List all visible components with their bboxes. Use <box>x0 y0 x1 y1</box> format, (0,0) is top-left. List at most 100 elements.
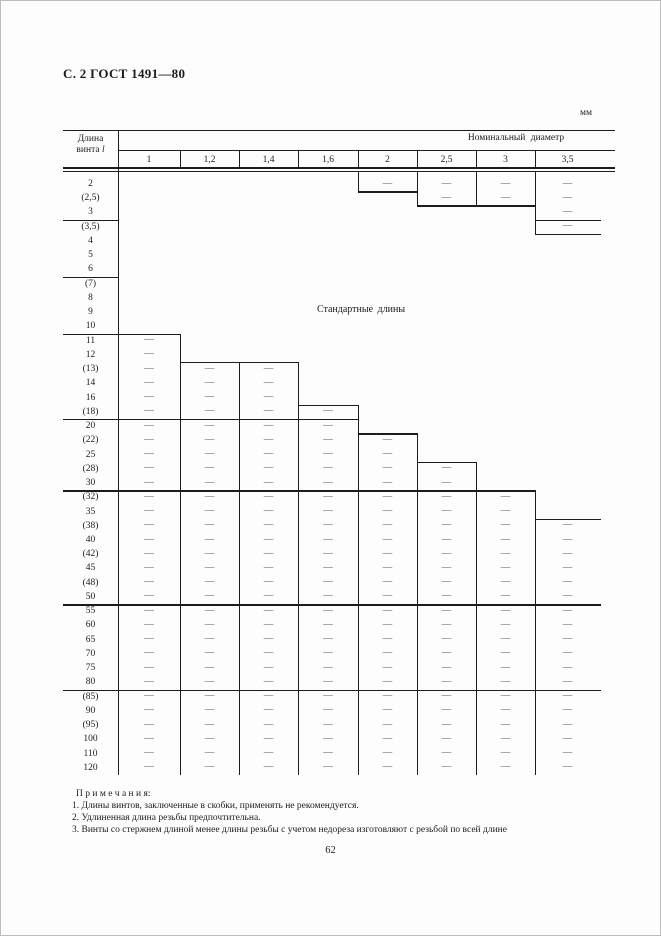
availability-dash: — <box>382 434 393 445</box>
header-column-divider <box>535 150 537 168</box>
availability-dash: — <box>500 548 511 559</box>
availability-dash: — <box>204 605 215 616</box>
row-length-label: (38) <box>82 520 99 531</box>
availability-dash: — <box>204 392 215 403</box>
group-separator <box>63 419 118 421</box>
availability-dash: — <box>500 192 511 203</box>
availability-dash: — <box>562 548 573 559</box>
availability-dash: — <box>144 363 154 374</box>
length-header-line2: винта l <box>76 145 105 155</box>
availability-dash: — <box>204 733 215 744</box>
availability-dash: — <box>204 534 215 545</box>
availability-dash: — <box>204 477 215 488</box>
cell-border-h <box>535 518 602 521</box>
availability-dash: — <box>441 705 452 716</box>
availability-dash: — <box>144 463 154 474</box>
availability-dash: — <box>204 434 215 445</box>
availability-dash: — <box>144 648 154 659</box>
availability-dash: — <box>204 634 215 645</box>
availability-dash: — <box>323 562 333 573</box>
availability-dash: — <box>441 178 452 189</box>
availability-dash: — <box>500 634 511 645</box>
availability-dash: — <box>382 534 393 545</box>
availability-dash: — <box>144 406 154 417</box>
cell-border-v <box>417 461 419 776</box>
row-length-label: 25 <box>85 449 96 460</box>
row-length-label: 10 <box>85 321 96 332</box>
availability-dash: — <box>263 619 274 630</box>
column-header-1,2: 1,2 <box>203 154 216 165</box>
availability-dash: — <box>144 705 154 716</box>
availability-dash: — <box>323 705 333 716</box>
row-length-label: (95) <box>82 720 99 731</box>
availability-dash: — <box>382 178 393 189</box>
availability-dash: — <box>263 562 274 573</box>
availability-dash: — <box>382 548 393 559</box>
availability-dash: — <box>441 548 452 559</box>
availability-dash: — <box>144 591 154 602</box>
row-length-label: (7) <box>84 278 97 289</box>
group-separator <box>476 604 537 606</box>
row-length-label: 2 <box>88 179 93 189</box>
availability-dash: — <box>263 520 274 531</box>
availability-dash: — <box>562 206 573 217</box>
availability-dash: — <box>263 577 274 588</box>
header-column-divider <box>476 150 478 168</box>
row-length-label: (22) <box>82 435 99 446</box>
availability-dash: — <box>144 748 154 759</box>
column-header-1: 1 <box>146 154 152 165</box>
availability-dash: — <box>323 548 333 559</box>
availability-dash: — <box>382 591 393 602</box>
availability-dash: — <box>382 562 393 573</box>
availability-dash: — <box>562 562 573 573</box>
availability-dash: — <box>562 705 573 716</box>
row-length-label: 80 <box>85 677 96 688</box>
availability-dash: — <box>323 662 333 673</box>
availability-dash: — <box>382 662 393 673</box>
availability-dash: — <box>204 449 215 460</box>
availability-dash: — <box>263 719 274 730</box>
row-length-label: 3 <box>88 207 93 218</box>
availability-dash: — <box>204 762 215 773</box>
availability-dash: — <box>144 506 154 517</box>
availability-dash: — <box>263 491 274 502</box>
availability-dash: — <box>562 762 573 773</box>
page-header: С. 2 ГОСТ 1491—80 <box>63 66 186 81</box>
availability-dash: — <box>500 534 511 545</box>
cell-border-h <box>358 191 419 193</box>
availability-dash: — <box>263 634 274 645</box>
group-separator <box>239 490 300 492</box>
length-column-header: Длина винта l <box>63 134 118 156</box>
notes-section: П р и м е ч а н и я: 1. Длины винтов, за… <box>72 789 612 837</box>
availability-dash: — <box>441 648 452 659</box>
header-column-divider <box>298 150 300 168</box>
availability-dash: — <box>562 178 573 189</box>
row-length-label: 35 <box>85 506 96 517</box>
availability-dash: — <box>263 748 274 759</box>
cell-border-v <box>118 333 120 776</box>
availability-dash: — <box>382 520 393 531</box>
availability-dash: — <box>263 691 274 702</box>
row-length-label: (48) <box>82 577 99 588</box>
availability-dash: — <box>500 705 511 716</box>
availability-dash: — <box>562 591 573 602</box>
availability-dash: — <box>204 420 215 431</box>
cell-border-v <box>358 170 360 192</box>
group-separator <box>180 689 241 692</box>
header-column-divider <box>180 150 182 168</box>
availability-dash: — <box>323 691 333 702</box>
availability-dash: — <box>500 676 511 687</box>
availability-dash: — <box>323 719 333 730</box>
availability-dash: — <box>441 762 452 773</box>
availability-dash: — <box>263 477 274 488</box>
row-length-label: 65 <box>85 634 96 645</box>
row-length-label: 8 <box>88 292 93 303</box>
group-separator <box>239 604 300 606</box>
cell-border-v <box>535 518 537 776</box>
availability-dash: — <box>500 605 511 616</box>
availability-dash: — <box>500 506 511 517</box>
availability-dash: — <box>263 363 274 374</box>
availability-dash: — <box>323 762 333 773</box>
row-length-label: (85) <box>82 691 99 702</box>
availability-dash: — <box>144 420 154 431</box>
